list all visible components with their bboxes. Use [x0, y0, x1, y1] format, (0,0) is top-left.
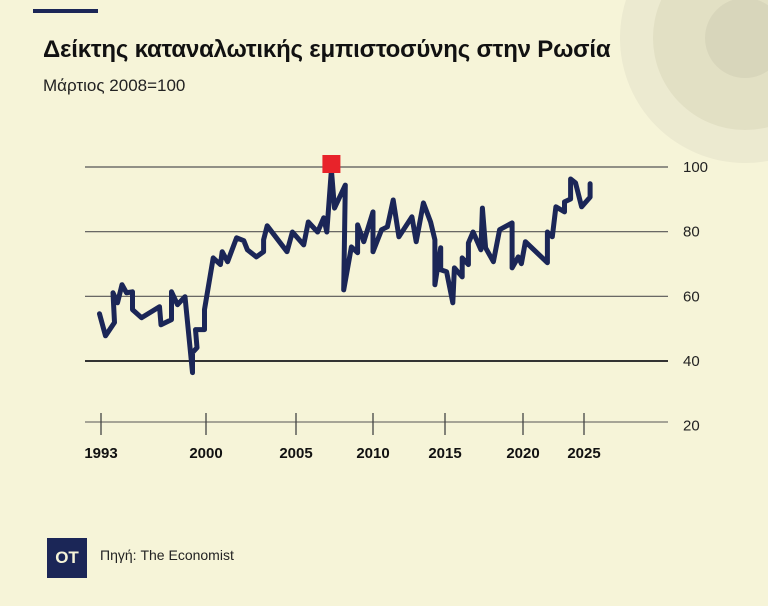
series-line	[97, 167, 593, 376]
ot-logo: OT	[47, 538, 87, 578]
peak-marker	[322, 155, 341, 173]
source-note: Πηγή: The Economist	[100, 547, 234, 563]
x-tick-label: 2015	[428, 445, 461, 462]
y-tick-label: 20	[683, 418, 700, 435]
x-tick-label: 1993	[84, 445, 117, 462]
x-tick-label: 2010	[356, 445, 389, 462]
x-tick-label: 2005	[279, 445, 312, 462]
y-tick-label: 40	[683, 353, 700, 370]
accent-bar	[33, 9, 98, 13]
y-tick-label: 100	[683, 159, 708, 176]
y-tick-label: 80	[683, 224, 700, 241]
x-tick-label: 2000	[189, 445, 222, 462]
x-tick-label: 2025	[567, 445, 600, 462]
x-tick-label: 2020	[506, 445, 539, 462]
chart-title: Δείκτης καταναλωτικής εμπιστοσύνης στην …	[43, 36, 611, 63]
y-tick-label: 60	[683, 288, 700, 305]
chart-subtitle: Μάρτιος 2008=100	[43, 76, 186, 95]
